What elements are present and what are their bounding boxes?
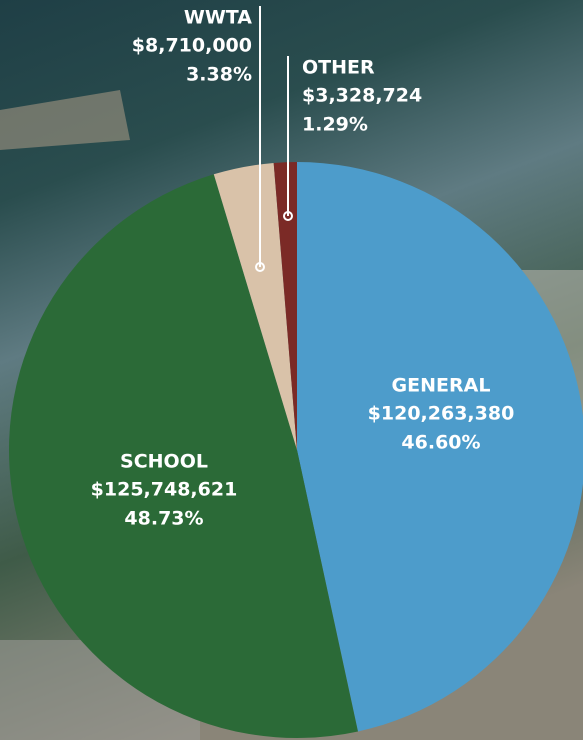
slice-value-label: $8,710,000 [132, 35, 252, 57]
slice-percent-label: 1.29% [302, 114, 368, 136]
slice-percent-label: 46.60% [401, 432, 480, 454]
slice-label: WWTA [184, 7, 252, 29]
slice-label: OTHER [302, 57, 375, 79]
slice-label: GENERAL [392, 375, 491, 397]
slice-value-label: $120,263,380 [368, 403, 515, 425]
chart: GENERAL $120,263,380 46.60% SCHOOL $125,748,… [0, 0, 583, 740]
slice-value-label: $125,748,621 [91, 479, 238, 501]
slice-label: SCHOOL [120, 451, 208, 473]
slice-percent-label: 48.73% [124, 508, 203, 530]
slice-percent-label: 3.38% [186, 64, 252, 86]
slice-value-label: $3,328,724 [302, 85, 422, 107]
